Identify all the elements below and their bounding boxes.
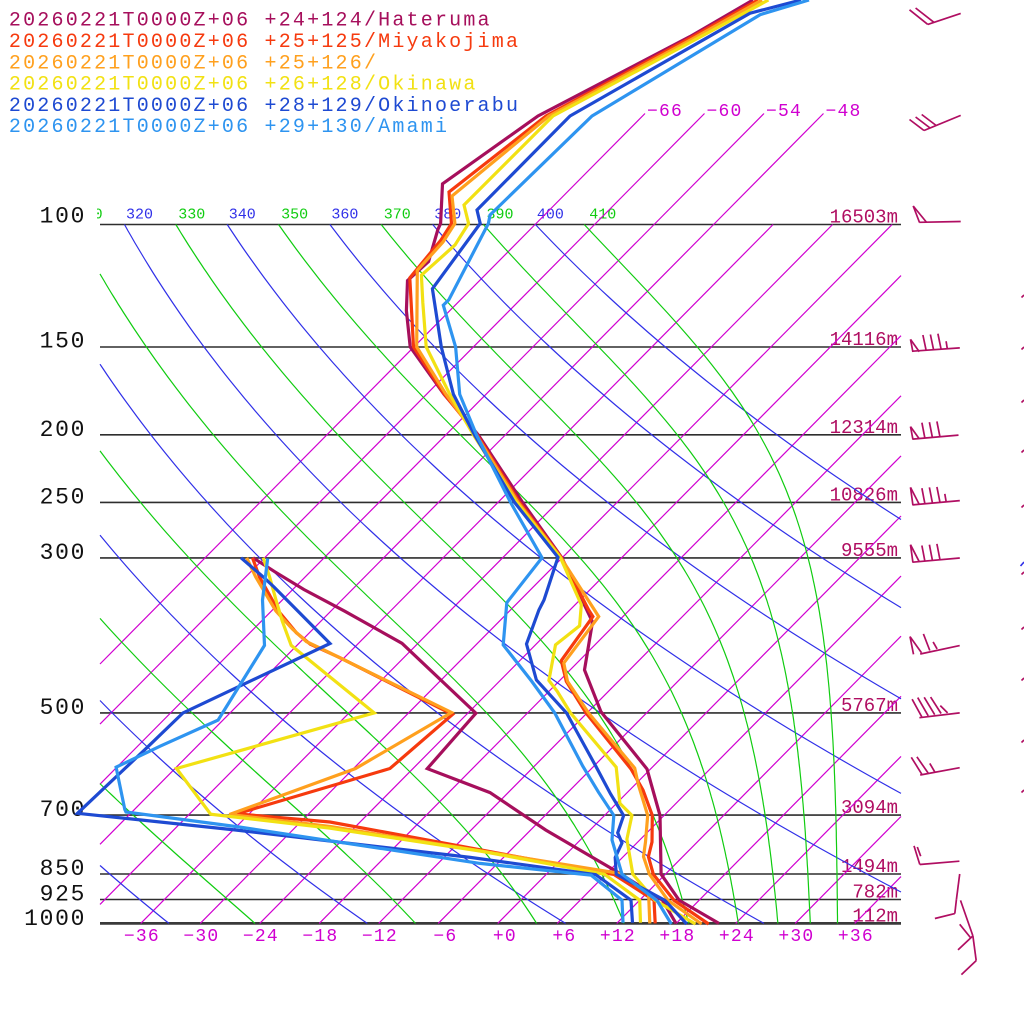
- svg-text:1000: 1000: [24, 906, 86, 932]
- svg-text:+18: +18: [659, 927, 695, 947]
- svg-text:250: 250: [40, 484, 87, 510]
- svg-text:14116m: 14116m: [830, 329, 898, 351]
- svg-text:9555m: 9555m: [841, 540, 898, 562]
- svg-text:380: 380: [434, 207, 461, 224]
- svg-text:20260221T0000Z+06 +25+125/Miya: 20260221T0000Z+06 +25+125/Miyakojima: [9, 31, 520, 54]
- svg-text:+0: +0: [493, 927, 517, 947]
- svg-text:500: 500: [40, 695, 87, 721]
- svg-text:−66: −66: [647, 102, 683, 122]
- svg-text:150: 150: [40, 329, 87, 355]
- svg-text:410: 410: [589, 207, 616, 224]
- svg-text:400: 400: [537, 207, 564, 224]
- svg-text:100: 100: [40, 203, 87, 229]
- svg-text:350: 350: [281, 207, 308, 224]
- svg-text:−48: −48: [825, 102, 861, 122]
- svg-text:12314m: 12314m: [830, 417, 898, 439]
- svg-text:330: 330: [178, 207, 205, 224]
- svg-text:112m: 112m: [852, 905, 898, 927]
- svg-text:−6: −6: [433, 927, 457, 947]
- svg-text:20260221T0000Z+06 +28+129/Okin: 20260221T0000Z+06 +28+129/Okinoerabu: [9, 95, 520, 118]
- svg-text:−24: −24: [243, 927, 279, 947]
- svg-text:782m: 782m: [852, 882, 898, 904]
- svg-text:−30: −30: [183, 927, 219, 947]
- svg-text:360: 360: [331, 207, 358, 224]
- svg-text:200: 200: [40, 417, 87, 443]
- svg-text:+6: +6: [552, 927, 576, 947]
- svg-text:850: 850: [40, 856, 87, 882]
- svg-text:370: 370: [384, 207, 411, 224]
- svg-text:20260221T0000Z+06 +26+128/Okin: 20260221T0000Z+06 +26+128/Okinawa: [9, 74, 478, 97]
- svg-text:20260221T0000Z+06 +29+130/Amam: 20260221T0000Z+06 +29+130/Amami: [9, 116, 449, 139]
- svg-text:16503m: 16503m: [830, 207, 898, 229]
- svg-text:700: 700: [40, 797, 87, 823]
- svg-text:−54: −54: [766, 102, 802, 122]
- svg-text:−18: −18: [302, 927, 338, 947]
- svg-text:1494m: 1494m: [841, 856, 898, 878]
- svg-text:925: 925: [40, 882, 87, 908]
- svg-text:−36: −36: [124, 927, 160, 947]
- svg-text:+12: +12: [600, 927, 636, 947]
- svg-text:−12: −12: [362, 927, 398, 947]
- svg-text:320: 320: [126, 207, 153, 224]
- svg-text:20260221T0000Z+06 +24+124/Hate: 20260221T0000Z+06 +24+124/Hateruma: [9, 10, 492, 33]
- svg-text:+30: +30: [778, 927, 814, 947]
- svg-text:−60: −60: [706, 102, 742, 122]
- svg-text:5767m: 5767m: [841, 695, 898, 717]
- svg-text:340: 340: [229, 207, 256, 224]
- svg-text:310: 310: [76, 207, 103, 224]
- svg-text:20260221T0000Z+06 +25+126/: 20260221T0000Z+06 +25+126/: [9, 52, 378, 75]
- svg-text:+36: +36: [838, 927, 874, 947]
- svg-text:300: 300: [40, 540, 87, 566]
- svg-text:+24: +24: [719, 927, 755, 947]
